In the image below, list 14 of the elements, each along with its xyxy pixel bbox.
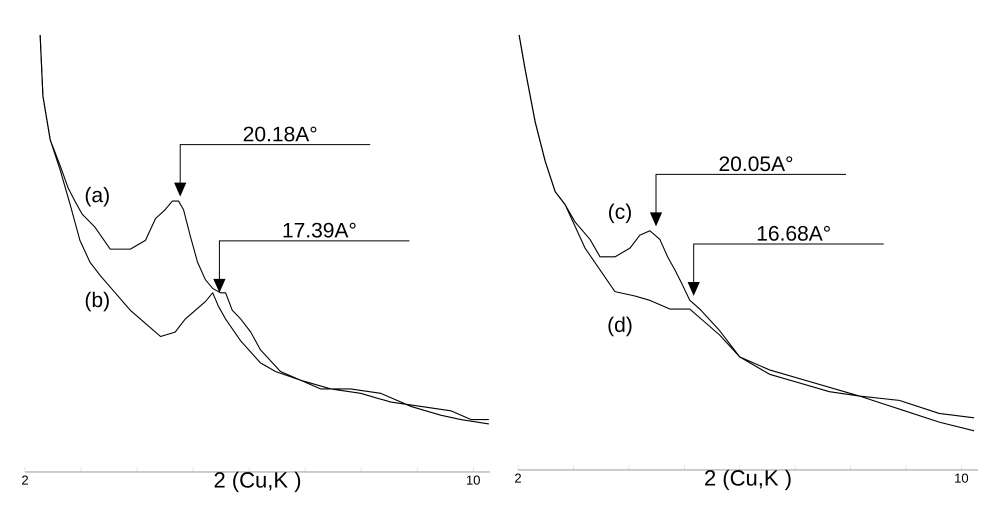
annotation: 16.68A°	[758, 226, 830, 241]
x-axis-title: 2 (Cu,K )	[705, 470, 791, 490]
x-tick-label: 2	[22, 476, 28, 485]
legend-label: (c)	[609, 204, 631, 224]
x-tick-label: 2	[515, 474, 521, 483]
series-label: (d)	[608, 316, 632, 336]
x-axis-title: 2 (Cu,K )	[214, 472, 300, 492]
series-label: (b)	[86, 292, 109, 312]
series-label: (a)	[86, 186, 109, 206]
annotation: 17.39A°	[284, 222, 356, 238]
annotation: 20.05A°	[720, 156, 792, 172]
x-tick-label: 10	[955, 474, 968, 483]
x-tick-label: 10	[466, 476, 480, 485]
annotation: 20.18A°	[244, 126, 316, 142]
